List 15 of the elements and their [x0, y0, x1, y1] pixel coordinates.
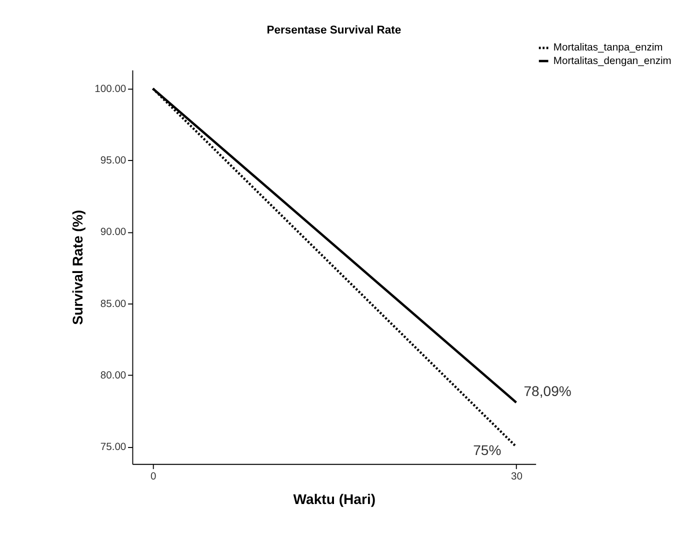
y-axis-title: Survival Rate (%)	[69, 210, 86, 325]
legend-label: Mortalitas_dengan_enzim	[553, 56, 672, 67]
chart-title: Persentase Survival Rate	[266, 24, 402, 36]
y-tick-label: 80.00	[100, 370, 126, 382]
x-axis-title: Waktu (Hari)	[293, 490, 376, 507]
x-tick-label: 30	[510, 471, 523, 482]
legend-label: Mortalitas_tanpa_enzim	[553, 42, 663, 54]
y-tick-label: 100.00	[94, 84, 126, 95]
data-label: 75%	[473, 442, 502, 458]
x-tick-label: 0	[150, 471, 156, 482]
y-tick-label: 95.00	[100, 155, 126, 166]
y-tick-label: 75.00	[100, 442, 126, 454]
data-label: 78,09%	[524, 382, 572, 399]
y-tick-label: 85.00	[100, 298, 126, 310]
y-tick-label: 90.00	[100, 227, 126, 238]
